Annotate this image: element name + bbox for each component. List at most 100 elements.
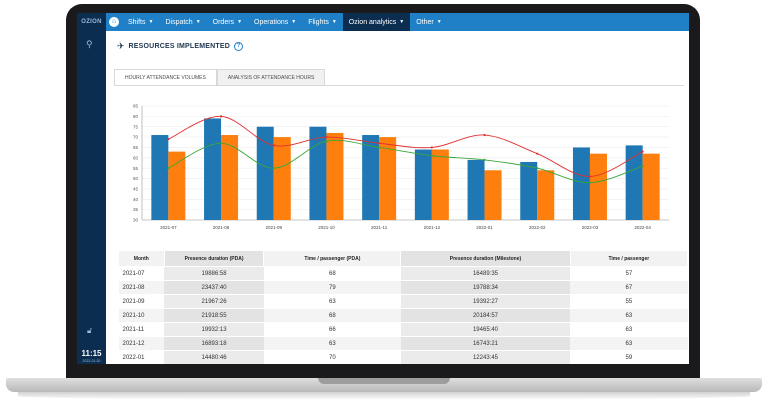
tab-divider: [114, 85, 684, 86]
x-tick-label: 2021-07: [160, 225, 177, 230]
table-cell: 70: [263, 350, 401, 364]
table-cell: 19886:58: [164, 266, 264, 281]
table-cell: 63: [570, 336, 688, 351]
app-screen: OZION ⌂ Shifts ▼ Dispatch ▼ Orders ▼ Operation…: [77, 13, 689, 364]
page-title: RESOURCES IMPLEMENTED: [128, 43, 230, 50]
column-header[interactable]: Presence duration (Milestone): [400, 250, 571, 267]
nav-item-dispatch[interactable]: Dispatch ▼: [159, 13, 206, 31]
column-header[interactable]: Time / passenger (PDA): [263, 250, 402, 267]
x-tick-label: 2021-12: [424, 225, 441, 230]
chevron-down-icon: ▼: [399, 19, 405, 25]
laptop-notch: [318, 378, 450, 384]
y-tick-label: 35: [133, 207, 139, 212]
tab-hourly-attendance[interactable]: HOURLY ATTENDANCE VOLUMES: [114, 69, 217, 85]
top-nav-bar: OZION ⌂ Shifts ▼ Dispatch ▼ Orders ▼ Operation…: [77, 13, 689, 31]
line-point: [588, 181, 592, 184]
nav-item-operations[interactable]: Operations ▼: [248, 13, 302, 31]
nav-item-orders[interactable]: Orders ▼: [207, 13, 248, 31]
nav-item-label: Flights: [308, 18, 329, 26]
column-header[interactable]: Presence duration (PDA): [163, 250, 265, 267]
nav-item-flights[interactable]: Flights ▼: [302, 13, 343, 31]
line-point: [483, 133, 486, 137]
y-tick-label: 45: [133, 187, 139, 192]
line-point: [536, 152, 539, 155]
table-cell: 14480:46: [164, 350, 264, 364]
table-cell: 63: [570, 308, 688, 323]
table-row[interactable]: 2021-12 16893:18 63 16743:21 63: [118, 336, 688, 351]
line-point: [167, 167, 170, 170]
y-tick-label: 70: [133, 135, 139, 140]
y-tick-label: 80: [133, 114, 139, 119]
table-row[interactable]: 2021-07 19886:58 68 16489:35 57: [118, 266, 688, 281]
table-cell: 20184:57: [400, 308, 571, 323]
home-button[interactable]: ⌂: [106, 13, 122, 31]
nav-item-shifts[interactable]: Shifts ▼: [122, 13, 159, 31]
y-tick-label: 85: [133, 104, 139, 109]
chevron-down-icon: ▼: [331, 19, 337, 25]
bar: [572, 147, 590, 220]
nav-item-other[interactable]: Other ▼: [410, 13, 447, 31]
table-cell: 57: [570, 266, 688, 281]
x-tick-label: 2022-04: [634, 225, 651, 230]
chevron-down-icon: ▼: [195, 19, 201, 25]
brand-logo[interactable]: OZION: [77, 13, 106, 31]
column-header[interactable]: Time / passenger: [569, 250, 689, 267]
table-cell: 16893:18: [164, 336, 264, 351]
table-cell: 63: [263, 336, 401, 351]
x-tick-label: 2022-03: [582, 225, 599, 230]
line-point: [325, 135, 328, 139]
bar: [326, 132, 344, 220]
help-icon[interactable]: ?: [233, 42, 243, 51]
bar: [151, 135, 169, 220]
bar: [362, 135, 380, 220]
clock-date: 2022-01-30: [82, 359, 101, 363]
table-row[interactable]: 2021-08 23437:40 79 19788:34 67: [118, 280, 688, 295]
table-row[interactable]: 2021-09 21967:26 63 19392:27 55: [118, 294, 688, 309]
bar: [309, 126, 327, 220]
y-tick-label: 50: [133, 176, 139, 181]
x-tick-label: 2022-01: [476, 225, 493, 230]
laptop-shadow: [18, 392, 750, 400]
column-header[interactable]: Month: [118, 250, 165, 267]
x-tick-label: 2021-10: [318, 225, 335, 230]
line-point: [430, 154, 433, 157]
table-cell: 55: [570, 294, 688, 309]
x-tick-label: 2021-09: [265, 225, 282, 230]
chevron-down-icon: ▼: [436, 19, 442, 25]
table-cell: 66: [263, 322, 401, 337]
chevron-down-icon: ▼: [148, 19, 154, 25]
bar: [256, 126, 274, 220]
bar: [484, 170, 502, 220]
x-tick-label: 2021-11: [371, 225, 388, 230]
table-cell: 2021-11: [118, 322, 165, 337]
lock-icon[interactable]: 🔓︎: [87, 326, 93, 335]
table-cell: 16489:35: [400, 266, 571, 281]
chevron-down-icon: ▼: [237, 19, 243, 25]
y-tick-label: 65: [133, 145, 139, 150]
table-cell: 68: [263, 266, 401, 281]
tab-attendance-analysis[interactable]: ANALYSIS OF ATTENDANCE HOURS: [216, 69, 326, 85]
y-tick-label: 30: [133, 218, 139, 223]
bar: [204, 118, 222, 220]
bar: [379, 137, 397, 220]
search-icon[interactable]: ⚲: [86, 39, 93, 49]
bar: [168, 151, 186, 220]
y-tick-label: 40: [133, 197, 139, 202]
laptop-base: [6, 378, 762, 392]
table-cell: 2021-08: [118, 280, 165, 295]
line-point: [167, 138, 170, 141]
table-row[interactable]: 2021-11 19932:13 66 19465:40 63: [118, 322, 688, 337]
y-tick-label: 60: [133, 155, 139, 160]
table-cell: 79: [263, 280, 401, 295]
nav-item-label: Ozion analytics: [348, 18, 397, 26]
line-point: [588, 175, 592, 178]
table-row[interactable]: 2022-01 14480:46 70 12243:45 59: [118, 350, 688, 364]
y-tick-label: 55: [133, 166, 139, 171]
line-point: [641, 150, 644, 153]
table-row[interactable]: 2021-10 21918:55 68 20184:57 63: [118, 308, 688, 323]
bar: [414, 149, 432, 220]
bar: [625, 145, 643, 220]
nav-item-ozion-analytics[interactable]: Ozion analytics ▼: [342, 13, 411, 31]
table-cell: 16743:21: [400, 336, 571, 351]
clock-time: 11:15: [81, 349, 102, 358]
